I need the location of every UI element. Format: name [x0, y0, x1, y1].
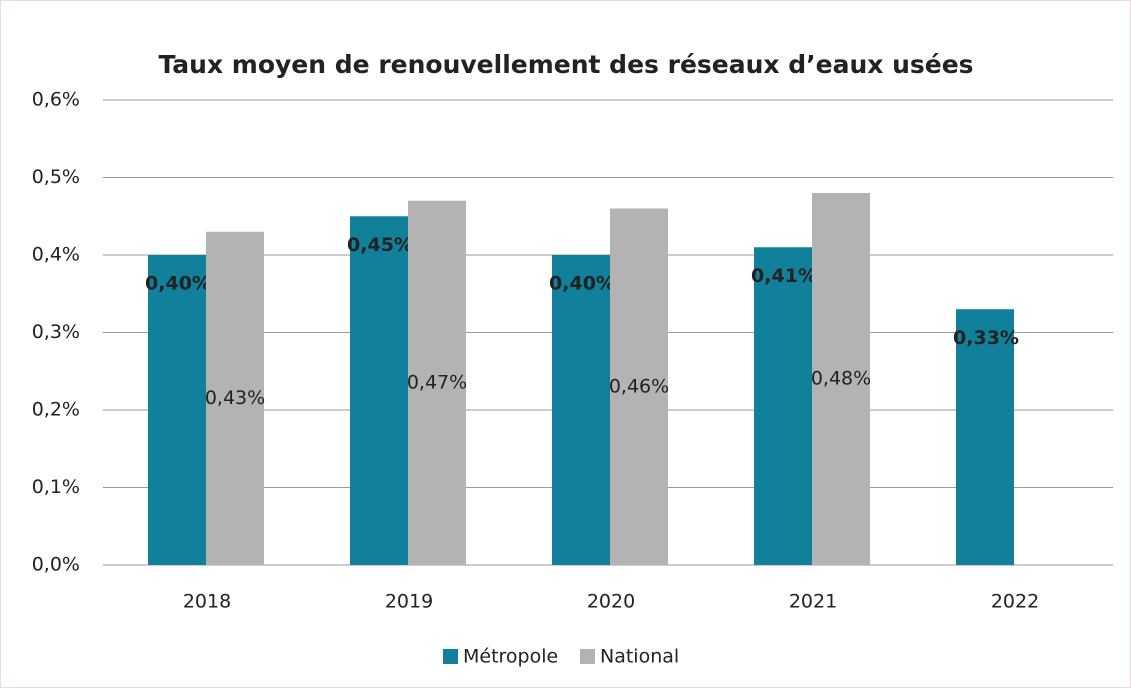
x-tick-label: 2022 — [991, 591, 1039, 613]
legend-swatch — [443, 649, 458, 664]
value-label: 0,46% — [609, 375, 669, 397]
legend-label: Métropole — [463, 646, 558, 668]
legend-label: National — [600, 646, 679, 668]
value-label: 0,48% — [811, 368, 871, 390]
chart-title: Taux moyen de renouvellement des réseaux… — [158, 50, 973, 79]
y-tick-label: 0,2% — [32, 399, 80, 421]
y-tick-label: 0,0% — [32, 554, 80, 576]
bar — [812, 193, 870, 565]
bar — [148, 255, 206, 565]
y-tick-label: 0,6% — [32, 89, 80, 111]
value-label: 0,45% — [347, 234, 413, 256]
value-label: 0,47% — [407, 371, 467, 393]
bar — [552, 255, 610, 565]
y-tick-label: 0,5% — [32, 166, 80, 188]
x-tick-label: 2021 — [789, 591, 837, 613]
legend-swatch — [580, 649, 595, 664]
x-tick-label: 2020 — [587, 591, 635, 613]
y-tick-label: 0,3% — [32, 321, 80, 343]
y-tick-label: 0,1% — [32, 476, 80, 498]
bar — [408, 200, 466, 565]
y-tick-label: 0,4% — [32, 244, 80, 266]
bar — [956, 309, 1014, 565]
x-tick-label: 2019 — [385, 591, 433, 613]
value-label: 0,41% — [751, 265, 817, 287]
bar — [610, 208, 668, 565]
value-label: 0,33% — [953, 327, 1019, 349]
bar — [206, 231, 264, 565]
value-label: 0,43% — [205, 387, 265, 409]
bar — [350, 216, 408, 565]
value-label: 0,40% — [145, 273, 211, 295]
value-label: 0,40% — [549, 273, 615, 295]
x-tick-label: 2018 — [183, 591, 231, 613]
bar — [754, 247, 812, 565]
